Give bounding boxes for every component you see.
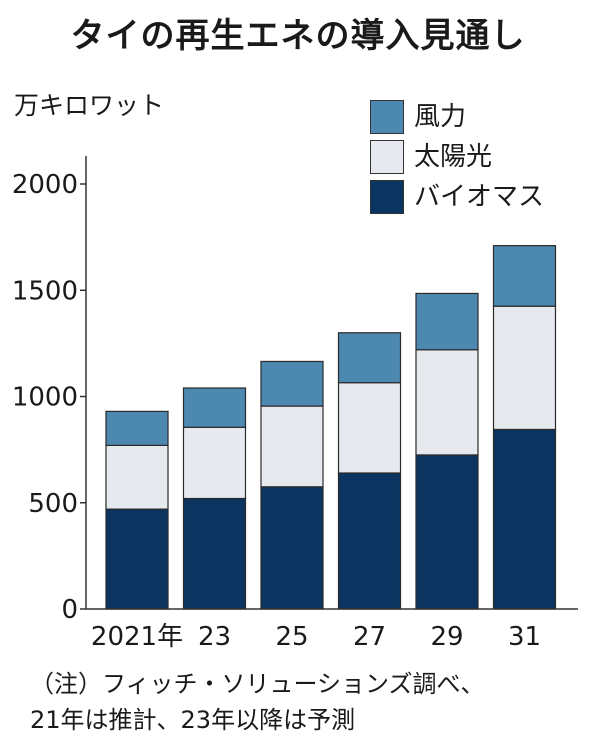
legend-item-wind: 風力 [370,100,590,134]
bar-segment-solar-4 [415,349,479,456]
bar-segment-solar-1 [182,426,247,500]
bar-segment-wind-0 [105,410,169,446]
bar-segment-solar-2 [260,405,324,488]
x-tick-label: 29 [430,622,463,652]
bar-segment-biomass-4 [415,454,479,610]
bar-segment-biomass-3 [337,472,402,610]
y-tick-label: 0 [61,595,78,625]
bar-segment-biomass-2 [260,486,324,610]
legend-item-solar: 太陽光 [370,140,590,174]
source-note-line-2: 21年は推計、23年以降は予測 [30,706,356,734]
legend-swatch-solar [370,140,404,174]
x-tick-label: 23 [198,622,231,652]
bar-segment-solar-5 [492,305,557,431]
source-note-line-1: （注）フィッチ・ソリューションズ調べ、 [30,670,485,698]
legend-swatch-wind [370,100,404,134]
x-tick-label: 25 [275,622,308,652]
y-tick-label: 1500 [12,276,78,306]
bar-segment-solar-0 [105,444,169,510]
bar-segment-wind-4 [415,292,479,351]
x-tick-label: 27 [353,622,386,652]
x-tick-label: 31 [508,622,541,652]
x-tick-label: 2021年 [91,622,183,652]
legend-label-biomass: バイオマス [414,182,545,212]
bar-segment-wind-5 [492,245,557,307]
y-tick-label: 2000 [12,170,78,200]
chart-title: タイの再生エネの導入見通し [70,16,526,56]
legend-label-solar: 太陽光 [414,142,493,172]
stacked-bar-chart: 2021年 23 25 27 29 31 0 500 1000 1500 2000 [12,156,578,652]
bar-segment-biomass-5 [492,428,557,610]
bar-segment-wind-3 [337,332,402,384]
legend-item-biomass: バイオマス [370,180,590,214]
legend-swatch-biomass [370,180,404,214]
bar-segment-solar-3 [337,382,402,474]
legend-label-wind: 風力 [414,102,467,132]
y-tick-label: 1000 [12,383,78,413]
bar-segment-wind-1 [182,387,247,428]
bar-segment-biomass-1 [182,497,247,610]
y-tick-label: 500 [28,489,78,519]
source-note: （注）フィッチ・ソリューションズ調べ、 21年は推計、23年以降は予測 [30,666,485,738]
bar-segment-biomass-0 [105,508,169,610]
y-axis-unit-label: 万キロワット [14,91,165,120]
bar-segment-wind-2 [260,360,324,407]
